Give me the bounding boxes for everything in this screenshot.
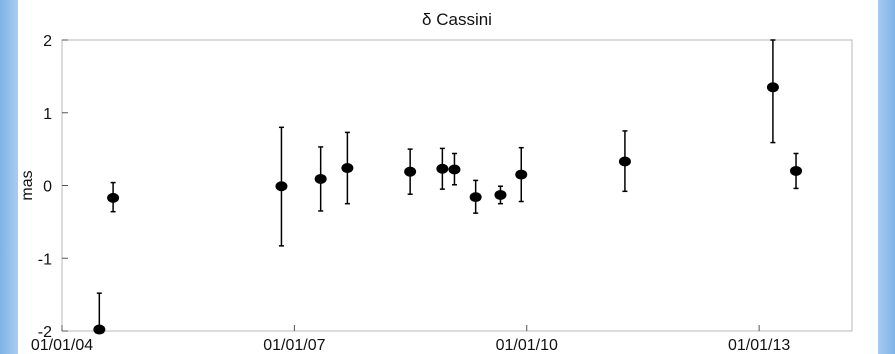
point-marker [790, 165, 803, 176]
point-marker [618, 156, 631, 167]
y-axis-label: mas [19, 170, 36, 200]
data-point [341, 131, 354, 205]
x-tick-label: 01/01/04 [31, 337, 93, 354]
point-marker [341, 163, 354, 174]
data-point [515, 146, 528, 203]
y-tick-label: 1 [43, 106, 52, 123]
point-marker [448, 164, 461, 175]
point-marker [515, 169, 528, 180]
y-tick-label: 2 [43, 33, 52, 50]
data-point [494, 185, 507, 205]
chart-panel: δ Cassini mas 01/01/04 01/01/07 01/01/10 01… [18, 0, 878, 354]
point-marker [494, 189, 507, 200]
point-marker [469, 192, 482, 203]
x-tick-label: 01/01/10 [496, 337, 558, 354]
point-marker [275, 181, 288, 192]
data-point [404, 148, 417, 195]
y-tick-label: -2 [38, 324, 52, 341]
data-points [93, 39, 803, 335]
plot-frame [61, 39, 853, 332]
data-point [618, 130, 631, 193]
chart-title: δ Cassini [422, 10, 492, 29]
x-tick-label: 01/01/07 [263, 337, 325, 354]
data-point [275, 126, 288, 247]
point-marker [436, 163, 449, 174]
y-tick-label: 0 [43, 179, 52, 196]
x-axis: 01/01/04 01/01/07 01/01/10 01/01/13 [31, 325, 790, 354]
data-point [766, 39, 779, 144]
data-point [469, 179, 482, 214]
y-tick-label: -1 [38, 251, 52, 268]
point-marker [93, 324, 106, 335]
data-point [107, 181, 120, 213]
point-marker [107, 192, 120, 203]
y-axis: 2 1 0 -1 -2 [38, 33, 68, 341]
point-marker [404, 166, 417, 177]
x-tick-label: 01/01/13 [728, 337, 790, 354]
data-point [93, 292, 106, 335]
point-marker [766, 82, 779, 93]
data-point [436, 147, 449, 190]
chart-svg: δ Cassini mas 01/01/04 01/01/07 01/01/10 01… [19, 10, 853, 354]
point-marker [314, 173, 327, 184]
data-point [314, 146, 327, 212]
data-point [448, 152, 461, 186]
data-point [790, 152, 803, 190]
